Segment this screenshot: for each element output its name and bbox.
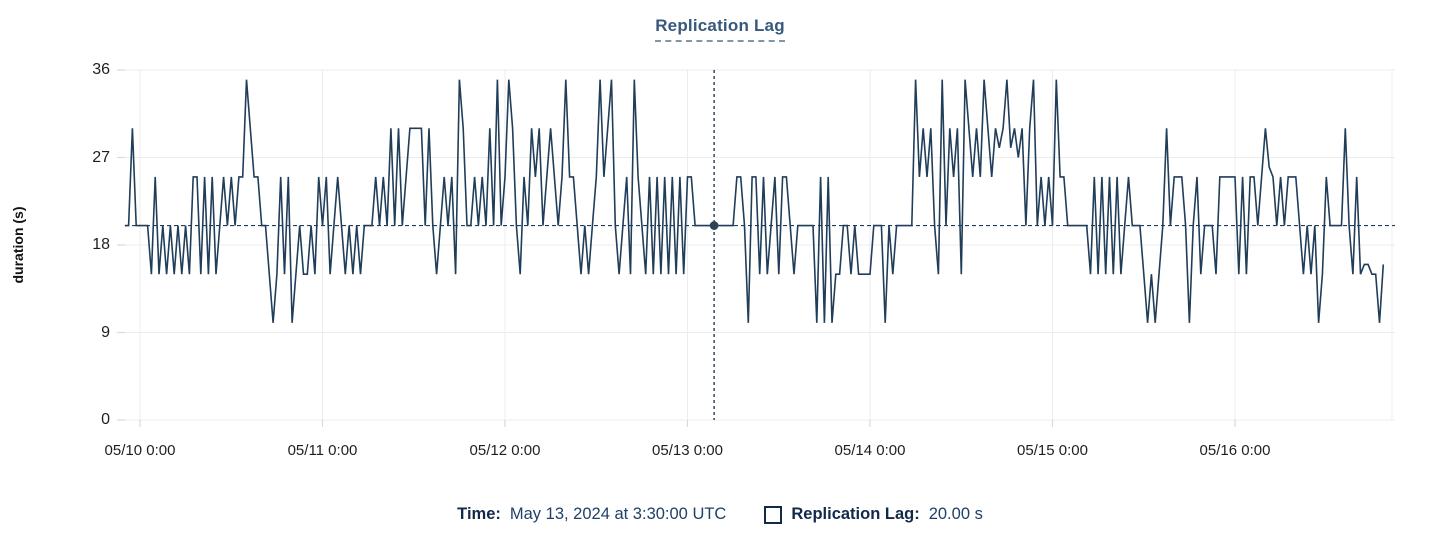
time-label: Time: [457, 505, 501, 523]
chart-title-container: Replication Lag [0, 16, 1440, 42]
time-value: May 13, 2024 at 3:30:00 UTC [509, 505, 727, 523]
y-tick-label: 27 [92, 148, 110, 166]
chart-title[interactable]: Replication Lag [655, 16, 785, 42]
series-label: Replication Lag: [791, 505, 920, 523]
series-legend-item[interactable]: Replication Lag: 20.00 s [764, 505, 983, 524]
y-tick-label: 9 [101, 323, 110, 341]
y-tick-label: 18 [92, 236, 110, 253]
y-tick-label: 0 [101, 411, 110, 428]
chart-plot-area[interactable] [117, 69, 1395, 427]
y-axis-title: duration (s) [10, 206, 26, 284]
replication-lag-legend-swatch-icon[interactable] [764, 505, 783, 524]
x-tick-label: 05/11 0:00 [287, 442, 358, 459]
x-tick-label: 05/14 0:00 [834, 442, 906, 459]
x-tick-label: 05/12 0:00 [469, 442, 541, 459]
crosshair-point-marker [709, 221, 719, 230]
x-tick-label: 05/15 0:00 [1017, 442, 1088, 459]
x-tick-label: 05/16 0:00 [1199, 442, 1271, 459]
crosshair-time-readout: Time: May 13, 2024 at 3:30:00 UTC [457, 505, 726, 524]
series-value: 20.00 s [928, 505, 983, 523]
chart-footer-legend: Time: May 13, 2024 at 3:30:00 UTC Replic… [0, 505, 1440, 524]
x-tick-label: 05/10 0:00 [104, 442, 176, 459]
y-tick-label: 36 [92, 61, 110, 78]
x-tick-label: 05/13 0:00 [652, 442, 723, 459]
replication-lag-series-line[interactable] [124, 79, 1385, 323]
